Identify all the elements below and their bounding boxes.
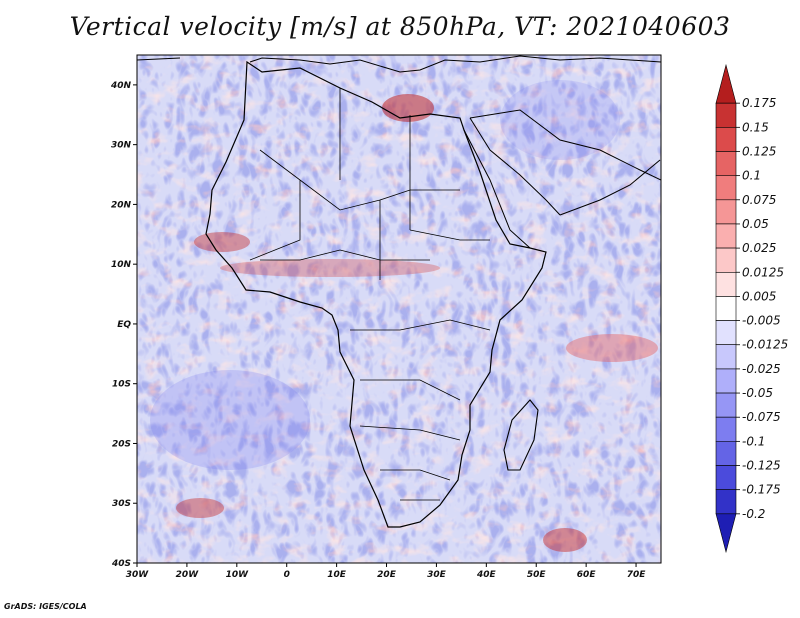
- lon-tick-label: 0: [284, 570, 290, 580]
- colorbar-segment: [715, 199, 737, 225]
- lat-tick-label: 10S: [112, 380, 131, 390]
- colorbar-label: -0.075: [742, 410, 781, 424]
- feature-ascent-south-atlantic: [176, 498, 224, 518]
- colorbar-label: 0.075: [742, 193, 776, 207]
- colorbar-label: -0.125: [742, 459, 781, 473]
- colorbar-segment: [715, 489, 737, 515]
- map-title: Vertical velocity [m/s] at 850hPa, VT: 2…: [69, 12, 731, 41]
- colorbar-label: -0.175: [742, 483, 781, 497]
- colorbar-segment: [715, 63, 737, 104]
- longitude-ticks: 30W 20W 10W 0 10E 20E 30E 40E 50E 60E 70E: [126, 563, 646, 580]
- colorbar-label: -0.05: [742, 386, 773, 400]
- feature-ascent-south-indian: [543, 528, 587, 552]
- colorbar-segment: [715, 513, 737, 554]
- colorbar-segment: [715, 368, 737, 394]
- lon-tick-label: 60E: [577, 570, 597, 580]
- colorbar-segment: [715, 102, 737, 128]
- feature-ascent-mediterranean: [382, 94, 434, 122]
- colorbar-label: -0.025: [742, 362, 781, 376]
- coastline-madagascar: [503, 399, 539, 471]
- colorbar-label: 0.1: [742, 169, 761, 183]
- latitude-ticks: 40N 30N 20N 10N EQ 10S 20S 30S 40S: [110, 81, 137, 569]
- coastline-europe: [137, 55, 661, 73]
- colorbar-segment: [715, 416, 737, 442]
- colorbar-label: 0.05: [742, 217, 769, 231]
- colorbar-label: 0.15: [742, 120, 769, 134]
- colorbar-label: 0.125: [742, 144, 776, 158]
- country-borders: [249, 88, 491, 501]
- colorbar-label: -0.2: [742, 507, 765, 521]
- colorbar-segment: [715, 465, 737, 490]
- colorbar-label: -0.1: [742, 434, 765, 448]
- colorbar-label: -0.005: [742, 314, 781, 328]
- lat-tick-label: 40S: [111, 559, 131, 569]
- colorbar-label: 0.0125: [742, 265, 784, 279]
- colorbar-segment: [715, 441, 737, 466]
- lon-tick-label: 20W: [176, 570, 200, 580]
- colorbar-segment: [715, 296, 737, 321]
- lat-tick-label: 20S: [112, 439, 131, 449]
- colorbar-segment: [715, 127, 737, 152]
- coastline-arabia: [469, 109, 661, 216]
- lon-tick-label: 50E: [527, 570, 547, 580]
- colorbar-segment: [715, 223, 737, 249]
- colorbar-segment: [715, 271, 737, 297]
- colorbar-segment: [715, 175, 737, 201]
- colorbar-segment: [715, 247, 737, 273]
- credit-label: GrADS: IGES/COLA: [4, 602, 87, 611]
- colorbar: 0.175 0.15 0.125 0.1 0.075 0.05 0.025 0.0125 0.0…: [715, 63, 788, 554]
- map-frame: [136, 54, 662, 564]
- lat-tick-label: 40N: [110, 81, 132, 91]
- map-plot-area: [137, 55, 661, 563]
- lon-tick-label: 20E: [377, 570, 397, 580]
- lon-tick-label: 30W: [126, 570, 150, 580]
- colorbar-segment: [715, 344, 737, 370]
- colorbar-label: 0.025: [742, 241, 776, 255]
- lon-tick-label: 10E: [327, 570, 347, 580]
- lon-tick-label: 30E: [427, 570, 447, 580]
- coastline-red-sea: [463, 117, 561, 249]
- lon-tick-label: 40E: [476, 570, 497, 580]
- lat-tick-label: 30S: [112, 499, 131, 509]
- lon-tick-label: 70E: [627, 570, 647, 580]
- lon-tick-label: 10W: [226, 570, 250, 580]
- feature-ascent-west-africa: [194, 232, 250, 252]
- lat-tick-label: 30N: [111, 141, 132, 151]
- colorbar-label: 0.175: [742, 96, 776, 110]
- field-texture-white: [137, 55, 661, 563]
- coastline-africa: [205, 60, 547, 528]
- lat-tick-label: 10N: [111, 260, 132, 270]
- feature-ascent-indian-ocean: [566, 334, 658, 362]
- feature-ascent-sahel-band: [220, 259, 440, 277]
- colorbar-label: -0.0125: [742, 338, 788, 352]
- feature-descent-south-atlantic: [150, 370, 310, 470]
- colorbar-label: 0.005: [742, 289, 776, 303]
- feature-descent-arabia: [500, 80, 620, 160]
- colorbar-segment: [715, 392, 737, 418]
- lat-tick-label: EQ: [117, 320, 131, 330]
- colorbar-segment: [715, 151, 737, 176]
- colorbar-segment: [715, 320, 737, 346]
- lat-tick-label: 20N: [111, 200, 132, 210]
